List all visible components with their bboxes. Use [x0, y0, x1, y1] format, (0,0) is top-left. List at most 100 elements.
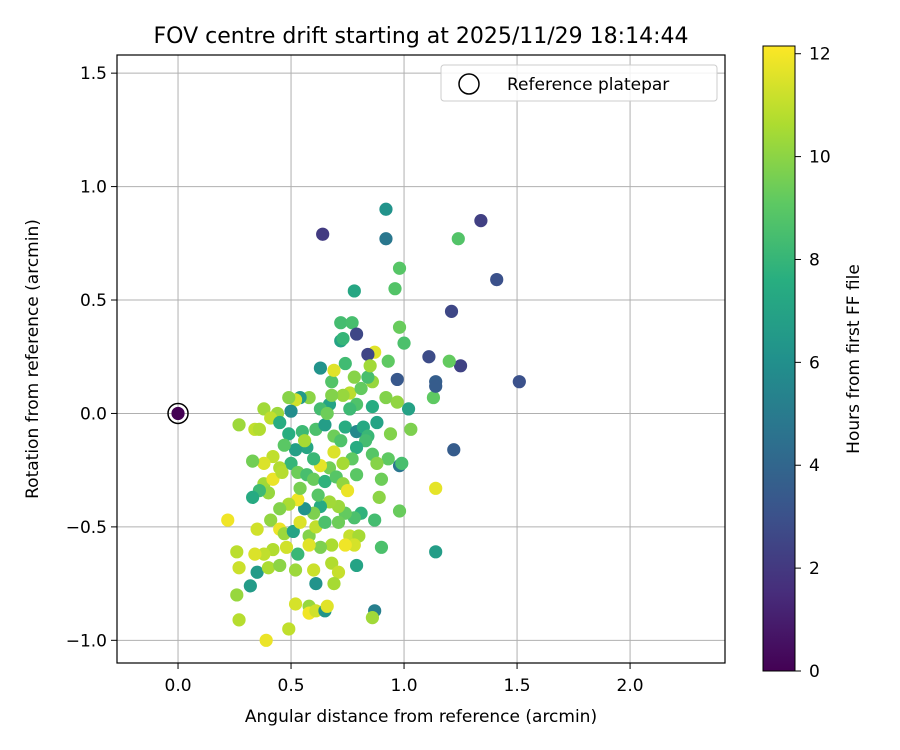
- data-point-39: [429, 379, 443, 393]
- data-point-169: [363, 359, 377, 373]
- data-point-102: [392, 504, 407, 518]
- data-point-176: [370, 456, 384, 470]
- data-point-83: [288, 443, 303, 457]
- data-point-34: [361, 370, 375, 384]
- data-point-141: [257, 547, 271, 561]
- data-point-77: [336, 456, 350, 470]
- data-point-100: [374, 472, 389, 486]
- data-point-137: [302, 538, 316, 552]
- data-point-99: [349, 468, 364, 482]
- data-point-165: [282, 622, 296, 636]
- data-point-133: [347, 538, 361, 552]
- data-point-1: [474, 214, 488, 228]
- data-point-9: [390, 372, 404, 387]
- data-point-94: [307, 472, 321, 486]
- data-point-120: [250, 522, 264, 536]
- data-point-144: [250, 565, 264, 579]
- data-point-146: [273, 558, 287, 573]
- data-point-16: [334, 316, 348, 330]
- data-point-13: [451, 232, 465, 246]
- data-point-49: [282, 390, 296, 405]
- data-point-5: [453, 359, 468, 373]
- data-point-3: [512, 375, 526, 389]
- data-point-136: [313, 540, 328, 554]
- data-point-12: [347, 284, 361, 298]
- data-point-143: [232, 561, 246, 575]
- data-point-90: [266, 472, 280, 486]
- data-point-172: [311, 488, 325, 502]
- data-point-101: [372, 490, 386, 504]
- data-points: [221, 202, 526, 647]
- x-tick-label: 2.0: [617, 676, 644, 696]
- data-point-138: [291, 547, 305, 561]
- data-point-38: [426, 390, 441, 405]
- colorbar-tick-label: 4: [809, 456, 820, 476]
- data-point-0: [316, 227, 330, 241]
- data-point-95: [318, 474, 332, 489]
- data-point-50: [284, 404, 298, 418]
- data-point-32: [327, 363, 341, 377]
- data-point-63: [338, 420, 352, 434]
- data-point-147: [288, 563, 303, 577]
- legend: Reference platepar: [440, 64, 718, 102]
- data-point-168: [429, 545, 443, 559]
- colorbar-label: Hours from first FF file: [844, 264, 864, 454]
- data-point-46: [302, 390, 316, 405]
- x-tick-label: 0.5: [278, 676, 305, 696]
- data-point-177: [320, 406, 334, 421]
- data-point-25: [361, 347, 375, 362]
- data-point-150: [331, 565, 346, 579]
- data-point-43: [336, 388, 350, 402]
- data-point-74: [359, 434, 373, 448]
- data-point-148: [307, 563, 321, 577]
- legend-label: Reference platepar: [507, 75, 669, 95]
- data-point-153: [327, 576, 341, 591]
- reference-point-fill: [171, 406, 185, 421]
- data-point-126: [302, 529, 316, 543]
- data-point-166: [259, 633, 273, 647]
- data-point-23: [442, 354, 456, 368]
- data-point-129: [331, 515, 346, 529]
- data-point-156: [288, 597, 303, 611]
- legend-box: [440, 64, 718, 102]
- data-point-7: [422, 350, 436, 364]
- data-point-35: [379, 390, 393, 405]
- data-point-68: [383, 427, 398, 441]
- data-point-135: [325, 538, 339, 552]
- x-axis-ticks: 0.0 0.5 1.0 1.5 2.0: [165, 663, 644, 696]
- data-point-75: [349, 440, 364, 455]
- data-point-19: [336, 331, 350, 346]
- colorbar: 0 2 4 6 8 10 12 Hours from first FF file: [762, 45, 864, 682]
- data-point-78: [327, 445, 341, 459]
- data-point-2: [490, 272, 504, 287]
- x-axis-label: Angular distance from reference (arcmin): [245, 707, 597, 727]
- data-point-149: [325, 556, 339, 570]
- data-point-132: [374, 540, 389, 554]
- data-point-170: [325, 388, 339, 402]
- chart-title: FOV centre drift starting at 2025/11/29 …: [154, 24, 689, 49]
- colorbar-tick-label: 6: [809, 353, 820, 373]
- data-point-164: [232, 613, 246, 627]
- data-point-30: [347, 370, 361, 384]
- data-point-37: [401, 402, 416, 416]
- colorbar-tick-label: 12: [809, 45, 831, 65]
- data-point-87: [257, 456, 271, 470]
- data-point-91: [275, 465, 289, 480]
- data-point-69: [404, 422, 418, 436]
- data-point-145: [261, 561, 276, 575]
- data-point-121: [264, 513, 278, 527]
- data-point-27: [313, 361, 328, 375]
- data-point-72: [381, 452, 395, 466]
- data-point-139: [279, 540, 294, 554]
- data-point-98: [340, 483, 355, 498]
- data-point-14: [392, 261, 407, 275]
- data-point-71: [395, 456, 409, 470]
- data-point-163: [365, 611, 380, 625]
- colorbar-tick-label: 0: [809, 662, 820, 682]
- data-point-29: [338, 356, 352, 371]
- data-point-151: [349, 558, 364, 573]
- data-point-152: [309, 576, 323, 591]
- data-point-117: [246, 490, 260, 504]
- data-point-171: [297, 434, 312, 448]
- colorbar-tick-label: 2: [809, 559, 820, 579]
